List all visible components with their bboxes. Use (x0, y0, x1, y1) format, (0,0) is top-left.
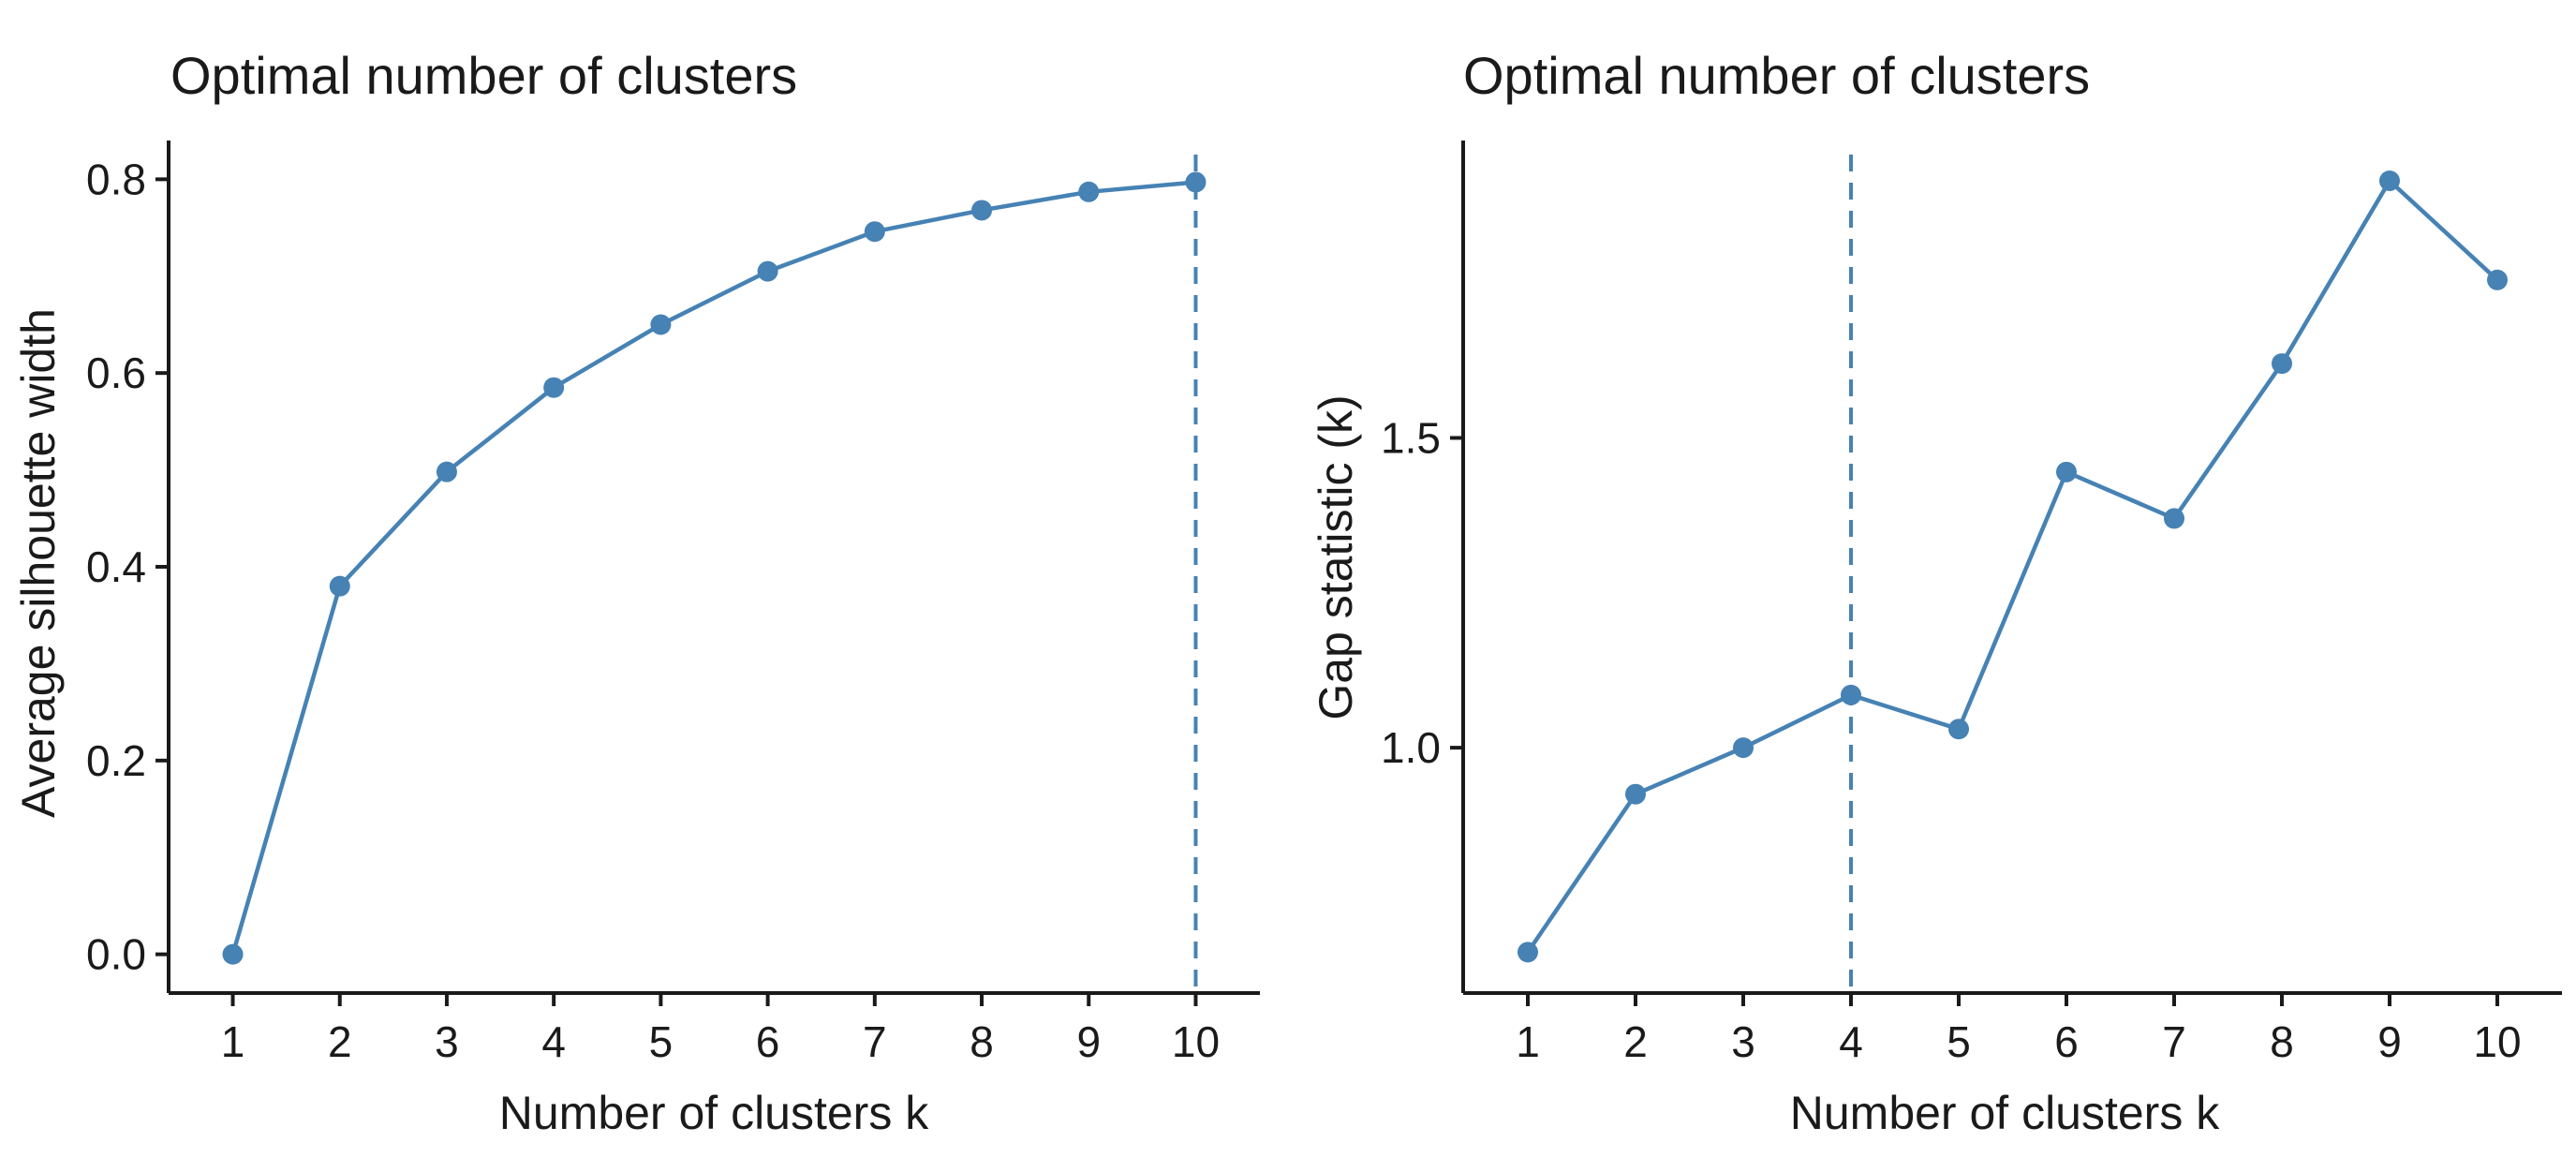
x-tick-label: 8 (970, 1017, 994, 1066)
x-tick-label: 5 (1947, 1017, 1971, 1066)
x-tick-label: 2 (328, 1017, 352, 1066)
data-point (1185, 171, 1207, 193)
x-tick-label: 3 (1731, 1017, 1755, 1066)
x-tick-label: 9 (2377, 1017, 2402, 1066)
data-point (543, 377, 565, 398)
x-tick-label: 7 (863, 1017, 887, 1066)
x-tick-label: 7 (2162, 1017, 2186, 1066)
x-axis-title: Number of clusters k (499, 1087, 929, 1139)
x-tick-label: 1 (221, 1017, 245, 1066)
data-point (864, 221, 885, 243)
x-tick-label: 10 (2473, 1017, 2521, 1066)
x-tick-label: 10 (1172, 1017, 1220, 1066)
data-point (329, 575, 350, 597)
chart-title: Optimal number of clusters (170, 46, 797, 105)
data-point (1948, 719, 1969, 740)
x-tick-label: 3 (435, 1017, 459, 1066)
data-point (1625, 783, 1646, 805)
gap-statistic-chart-panel: Optimal number of clusters Number of clu… (1310, 46, 2562, 1139)
data-point (1841, 684, 1861, 705)
y-tick-label: 0.8 (86, 155, 146, 203)
x-tick-label: 8 (2270, 1017, 2294, 1066)
data-point (2164, 508, 2184, 529)
y-tick-label: 1.5 (1381, 413, 1441, 462)
data-point (1733, 737, 1754, 759)
data-point (1517, 942, 1538, 963)
y-axis-title: Average silhouette width (12, 308, 65, 818)
data-point (2056, 461, 2077, 482)
data-point (222, 943, 244, 965)
chart-title: Optimal number of clusters (1463, 46, 2090, 105)
data-point (1078, 181, 1100, 202)
x-axis-title: Number of clusters k (1790, 1087, 2220, 1139)
data-point (650, 314, 672, 335)
y-axis-title: Gap statistic (k) (1310, 394, 1362, 719)
data-point (2487, 269, 2508, 290)
y-tick-label: 0.2 (86, 736, 146, 785)
data-point (2272, 353, 2292, 375)
x-tick-label: 6 (756, 1017, 780, 1066)
x-tick-label: 5 (649, 1017, 674, 1066)
x-tick-label: 4 (1839, 1017, 1863, 1066)
data-point (2379, 170, 2400, 191)
silhouette-chart-panel: Optimal number of clusters Number of clu… (12, 46, 1260, 1139)
y-tick-label: 1.0 (1381, 723, 1441, 772)
y-tick-label: 0.0 (86, 930, 146, 979)
y-tick-label: 0.4 (86, 542, 146, 591)
series-line (230, 180, 1196, 956)
x-tick-label: 1 (1516, 1017, 1540, 1066)
series-line (1526, 178, 2499, 954)
x-tick-label: 2 (1623, 1017, 1648, 1066)
data-point (971, 200, 993, 221)
x-tick-label: 9 (1076, 1017, 1101, 1066)
data-point (436, 461, 457, 482)
x-tick-label: 4 (541, 1017, 566, 1066)
x-tick-label: 6 (2054, 1017, 2079, 1066)
y-tick-label: 0.6 (86, 349, 146, 397)
data-point (757, 260, 778, 282)
